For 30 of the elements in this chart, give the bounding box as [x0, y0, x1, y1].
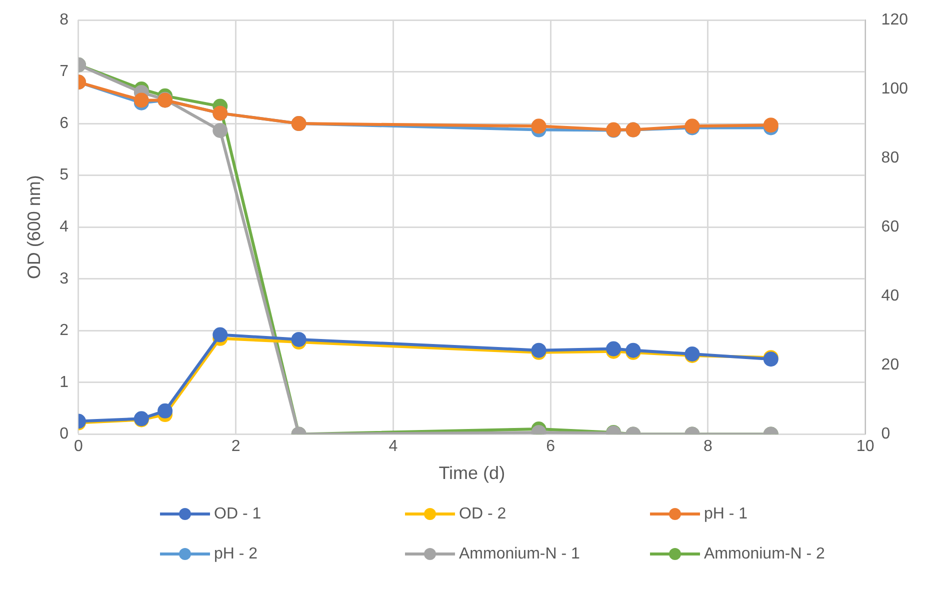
legend-label: OD - 1: [214, 505, 262, 522]
x-tick-label: 6: [546, 438, 556, 456]
y-tick-label: 1: [60, 374, 69, 391]
y-tick-label: 4: [60, 218, 69, 236]
y2-tick-label: 60: [881, 218, 900, 236]
y-tick-label: 8: [60, 11, 69, 28]
y-tick-label: 7: [60, 63, 69, 80]
y2-tick-label: 20: [881, 356, 900, 374]
legend-label: Ammonium-N - 2: [704, 545, 826, 562]
legend-label: pH - 1: [704, 505, 748, 522]
y-tick-label: 2: [60, 322, 69, 340]
legend-label: Ammonium-N - 1: [459, 545, 580, 562]
x-tick-label: 8: [703, 438, 712, 456]
y2-tick-label: 120: [881, 11, 908, 28]
x-tick-label: 0: [74, 438, 84, 456]
y-tick-label: 0: [60, 426, 69, 443]
y-tick-label: 3: [60, 270, 69, 288]
y2-tick-label: 40: [881, 288, 900, 305]
x-tick-label: 2: [231, 438, 240, 456]
y-tick-label: 5: [60, 166, 69, 184]
legend-label: OD - 2: [459, 505, 506, 522]
y2-tick-label: 100: [881, 80, 908, 98]
y-tick-label: 6: [60, 114, 69, 132]
y2-tick-label: 80: [881, 149, 900, 166]
x-tick-label: 4: [388, 438, 398, 456]
y2-tick-label: 0: [881, 426, 890, 443]
x-tick-label: 10: [856, 438, 874, 456]
legend-label: pH - 2: [214, 545, 258, 562]
x-axis-title: Time (d): [438, 463, 506, 484]
y-axis-title: OD (600 nm): [24, 175, 44, 280]
